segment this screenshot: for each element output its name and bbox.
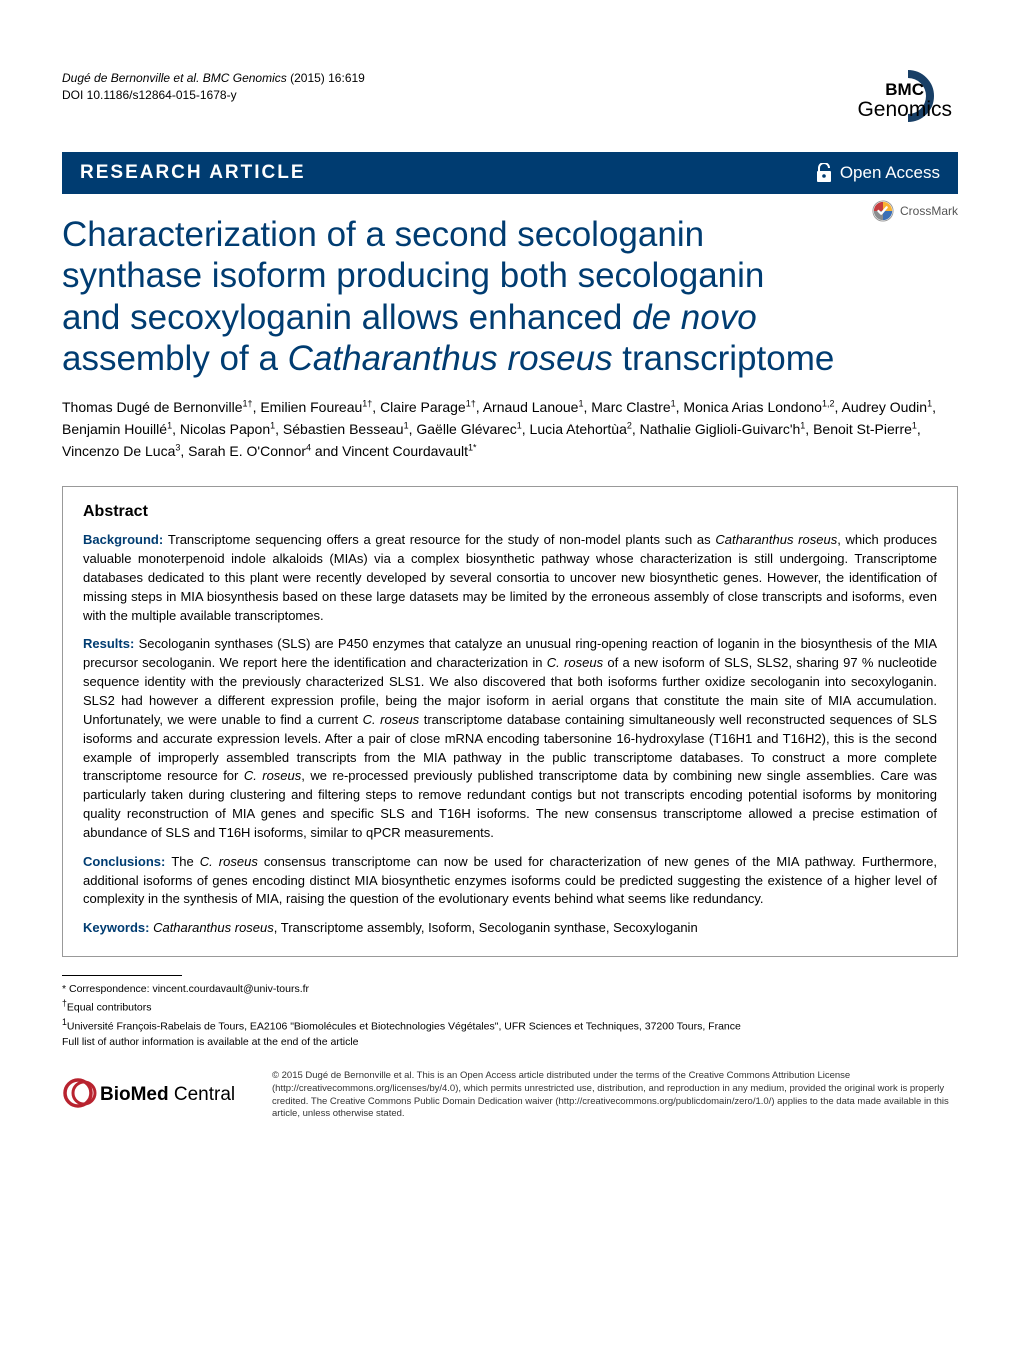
svg-text:BioMed Central: BioMed Central xyxy=(100,1084,235,1105)
title-line4-ital: Catharanthus roseus xyxy=(288,339,613,378)
bmc-logo-icon: BMC Genomics xyxy=(848,70,958,124)
title-line2: synthase isoform producing both secologa… xyxy=(62,256,764,295)
correspondence: * Correspondence: vincent.courdavault@un… xyxy=(62,982,958,997)
abstract-box: Abstract Background: Transcriptome seque… xyxy=(62,486,958,957)
results-label: Results: xyxy=(83,636,139,651)
background-label: Background: xyxy=(83,532,168,547)
results-text: Secologanin synthases (SLS) are P450 enz… xyxy=(83,636,937,839)
article-title: Characterization of a second secologanin… xyxy=(62,214,958,379)
open-lock-icon xyxy=(816,163,832,183)
bmc-logo-top: BMC xyxy=(885,80,924,99)
title-line3-ital: de novo xyxy=(632,298,757,337)
citation-year-vol: (2015) 16:619 xyxy=(287,71,365,85)
affiliation-1: 1Université François-Rabelais de Tours, … xyxy=(62,1016,958,1035)
keywords-label: Keywords: xyxy=(83,920,153,935)
doi: DOI 10.1186/s12864-015-1678-y xyxy=(62,87,365,104)
abstract-results: Results: Secologanin synthases (SLS) are… xyxy=(83,635,937,842)
title-line4: assembly of a xyxy=(62,339,288,378)
article-type: RESEARCH ARTICLE xyxy=(80,162,306,184)
keywords-text: Catharanthus roseus, Transcriptome assem… xyxy=(153,920,698,935)
bmc-logo-bottom: Genomics xyxy=(857,98,952,121)
equal-contributors: †Equal contributors xyxy=(62,997,958,1016)
abstract-heading: Abstract xyxy=(83,503,937,521)
conclusions-label: Conclusions: xyxy=(83,854,171,869)
footnote-separator xyxy=(62,975,182,976)
citation-authors: Dugé de Bernonville et al. BMC Genomics xyxy=(62,71,287,85)
title-line1: Characterization of a second secologanin xyxy=(62,215,704,254)
biomed-central-logo: BioMed Central xyxy=(62,1075,252,1116)
abstract-keywords: Keywords: Catharanthus roseus, Transcrip… xyxy=(83,919,937,938)
crossmark-icon xyxy=(872,200,894,222)
copyright-text: © 2015 Dugé de Bernonville et al. This i… xyxy=(272,1070,958,1121)
journal-logo: BMC Genomics xyxy=(848,70,958,124)
open-access-badge: Open Access xyxy=(816,163,940,183)
article-type-bar: RESEARCH ARTICLE Open Access xyxy=(62,152,958,194)
crossmark-text: CrossMark xyxy=(900,204,958,218)
background-text: Transcriptome sequencing offers a great … xyxy=(83,532,937,622)
conclusions-text: The C. roseus consensus transcriptome ca… xyxy=(83,854,937,907)
citation-block: Dugé de Bernonville et al. BMC Genomics … xyxy=(62,70,365,104)
open-access-text: Open Access xyxy=(840,163,940,183)
page-header: Dugé de Bernonville et al. BMC Genomics … xyxy=(62,70,958,124)
footnotes: * Correspondence: vincent.courdavault@un… xyxy=(62,982,958,1050)
crossmark-badge[interactable]: CrossMark xyxy=(872,200,958,222)
full-author-list-note: Full list of author information is avail… xyxy=(62,1035,958,1050)
title-line3: and secoxyloganin allows enhanced xyxy=(62,298,632,337)
footer: BioMed Central © 2015 Dugé de Bernonvill… xyxy=(62,1070,958,1121)
abstract-background: Background: Transcriptome sequencing off… xyxy=(83,531,937,625)
abstract-conclusions: Conclusions: The C. roseus consensus tra… xyxy=(83,853,937,910)
title-line4-end: transcriptome xyxy=(613,339,835,378)
authors-list: Thomas Dugé de Bernonville1†, Emilien Fo… xyxy=(62,397,958,462)
